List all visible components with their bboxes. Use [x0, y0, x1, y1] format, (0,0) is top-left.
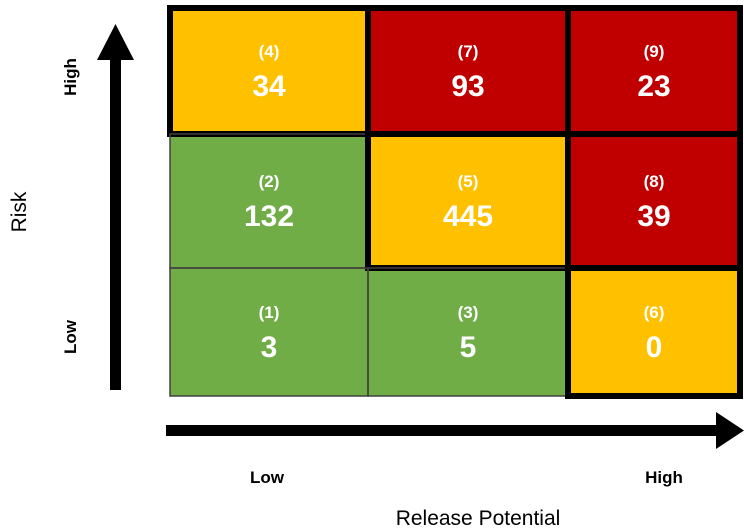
matrix-borders — [167, 5, 743, 399]
y-tick-high: High — [61, 58, 80, 96]
matrix-cell — [568, 268, 740, 396]
cell-value-label: 3 — [261, 331, 278, 364]
cell-value-label: 23 — [637, 70, 670, 103]
cell-id-label: (7) — [458, 42, 479, 61]
cell-id-label: (2) — [259, 172, 280, 191]
x-axis-title: Release Potential — [396, 507, 561, 530]
cell-id-label: (9) — [644, 42, 665, 61]
cell-id-label: (6) — [644, 303, 665, 322]
y-axis-title: Risk — [8, 191, 31, 232]
cell-value-label: 34 — [252, 70, 286, 103]
x-tick-low: Low — [250, 468, 285, 487]
matrix-cell — [368, 8, 568, 134]
cell-value-label: 132 — [244, 200, 294, 233]
cell-border — [565, 265, 743, 399]
cell-id-label: (3) — [458, 303, 479, 322]
cell-id-label: (4) — [259, 42, 280, 61]
x-axis-arrow — [166, 412, 744, 449]
y-axis-arrow — [97, 24, 134, 390]
matrix-cell — [170, 134, 368, 268]
cell-id-label: (1) — [259, 303, 280, 322]
cell-value-label: 93 — [451, 70, 484, 103]
cell-id-label: (8) — [644, 172, 665, 191]
matrix-cell — [170, 8, 368, 134]
matrix-cells: (4) 34 (7) 93 (9) 23 (2) 132 (5) 445 (8) 39 (1) 3 (3) 5… — [170, 8, 740, 396]
matrix-cell — [568, 134, 740, 268]
cell-value-label: 0 — [646, 331, 663, 364]
x-tick-high: High — [645, 468, 683, 487]
matrix-cell — [170, 268, 368, 396]
matrix-cell — [368, 268, 568, 396]
y-tick-low: Low — [61, 319, 80, 354]
cell-value-label: 445 — [443, 200, 493, 233]
matrix-cell — [568, 8, 740, 134]
cell-id-label: (5) — [458, 172, 479, 191]
cell-value-label: 5 — [460, 331, 477, 364]
cell-value-label: 39 — [637, 200, 670, 233]
matrix-cell — [368, 134, 568, 268]
